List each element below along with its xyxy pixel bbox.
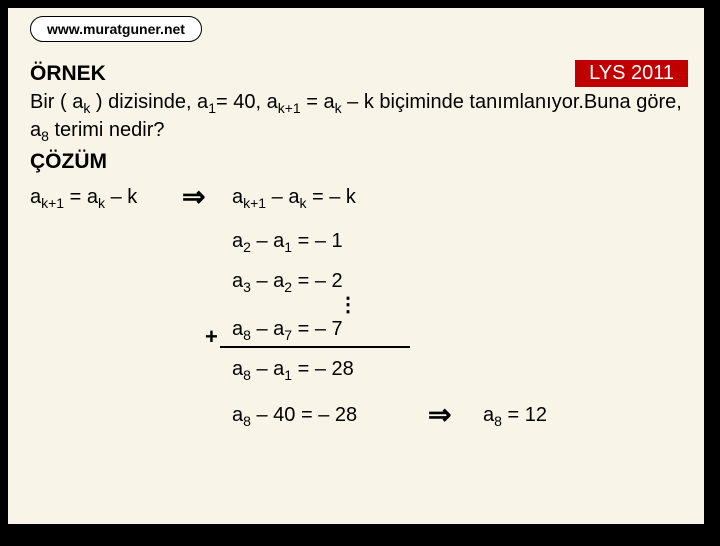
sub: 8 [243,367,251,383]
t: = – k [306,186,355,208]
q-part: ) dizisinde, a [90,91,208,113]
t: = – 2 [292,270,343,292]
sub-1: 1 [208,100,216,116]
t: – k [105,186,137,208]
t: = – 1 [292,230,343,252]
answer: a8 = 12 [483,404,547,429]
eq-line-1: ak+1 – ak = – k [232,186,356,211]
sub: 2 [243,239,251,255]
t: a [232,230,243,252]
q-part: Bir ( a [30,91,83,113]
t: a [30,186,41,208]
sub: 1 [284,367,292,383]
t: = – 7 [292,318,343,340]
sub: k [98,195,105,211]
sub: k+1 [41,195,64,211]
sum-line [220,346,410,348]
t: = a [64,186,98,208]
url-text: www.muratguner.net [47,21,185,37]
eq-line-4: a8 – a7 = – 7 [232,318,343,343]
t: a [232,404,243,426]
t: a [232,270,243,292]
t: a [232,186,243,208]
sub: k+1 [243,195,266,211]
vertical-dots: ⋮ [338,292,358,317]
slide: www.muratguner.net LYS 2011 ÖRNEK Bir ( … [6,6,706,526]
sub: 1 [284,239,292,255]
recurrence-lhs: ak+1 = ak – k [30,186,137,211]
t: = 12 [502,404,547,426]
t: – 40 = – 28 [251,404,357,426]
sub: 7 [284,327,292,343]
arrow-icon: ⇒ [182,180,205,213]
t: – a [251,230,284,252]
eq-line-3: a3 – a2 = – 2 [232,270,343,295]
sub: 3 [243,279,251,295]
eq-subst: a8 – 40 = – 28 [232,404,357,429]
arrow-icon: ⇒ [428,398,451,431]
q-part: = a [301,91,335,113]
sub: 8 [494,413,502,429]
badge: LYS 2011 [575,60,688,87]
t: a [483,404,494,426]
eq-line-2: a2 – a1 = – 1 [232,230,343,255]
solution-label: ÇÖZÜM [30,150,107,174]
t: a [232,318,243,340]
sub-k: k [335,100,342,116]
t: a [232,358,243,380]
q-part: = 40, a [216,91,278,113]
sub: 8 [243,327,251,343]
t: – a [266,186,299,208]
t: – a [251,358,284,380]
sub-8: 8 [41,128,49,144]
sub-k1: k+1 [278,100,301,116]
t: – a [251,270,284,292]
sub: 8 [243,413,251,429]
example-label: ÖRNEK [30,62,106,86]
url-box: www.muratguner.net [30,16,202,42]
eq-sum: a8 – a1 = – 28 [232,358,354,383]
question-text: Bir ( ak ) dizisinde, a1= 40, ak+1 = ak … [30,90,688,145]
plus-sign: + [205,324,218,350]
t: – a [251,318,284,340]
t: = – 28 [292,358,354,380]
q-part: terimi nedir? [49,119,165,141]
sub: 2 [284,279,292,295]
